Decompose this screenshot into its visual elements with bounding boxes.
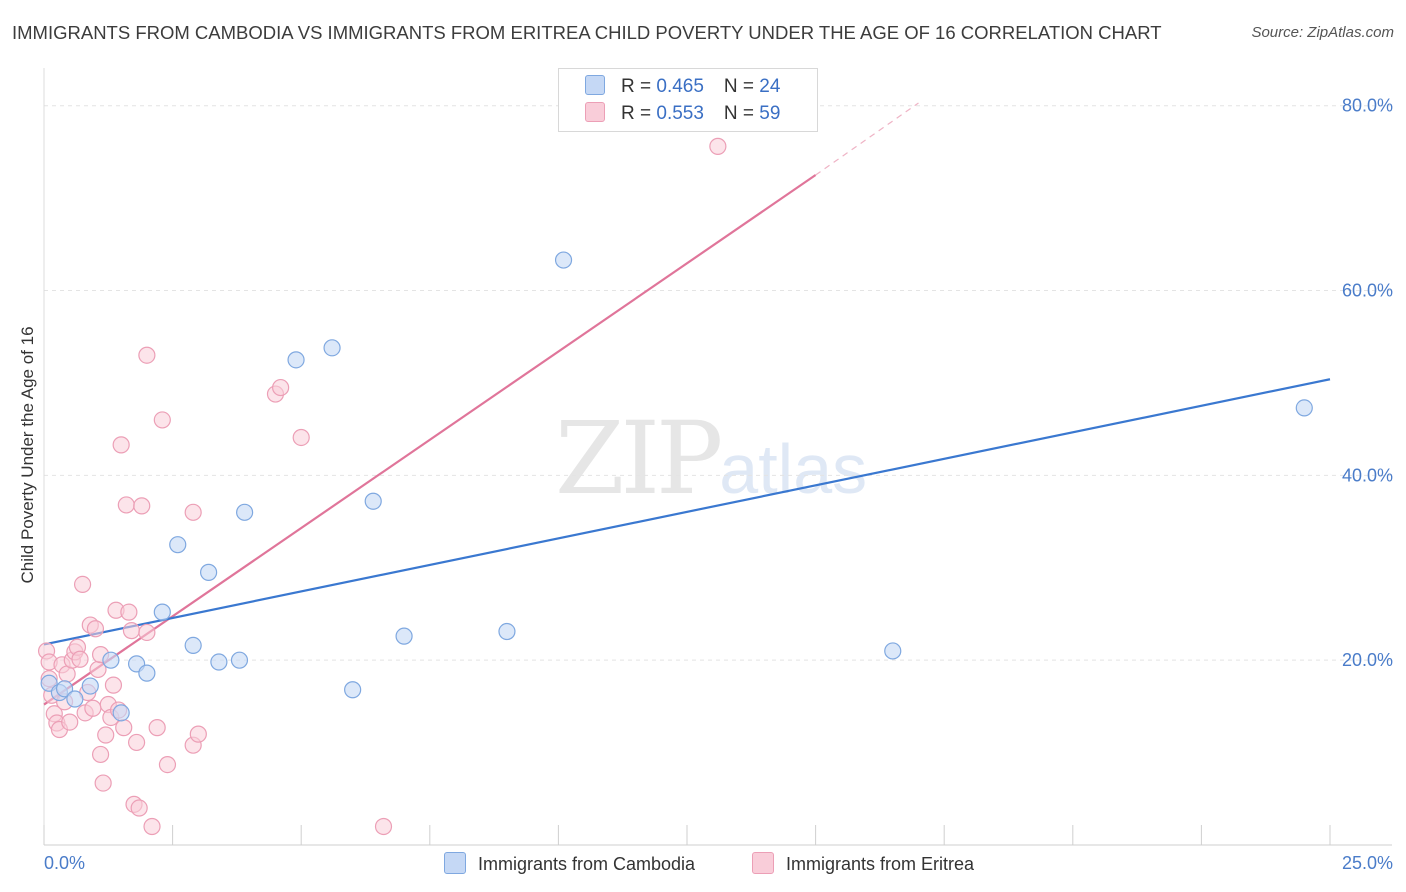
y-tick-label: 40.0% [1342,465,1393,485]
point-cambodia [66,690,84,708]
point-eritrea [143,817,161,836]
point-eritrea [138,346,156,364]
trend-line-cambodia [43,378,1331,646]
point-eritrea [148,719,166,737]
point-cambodia [1295,399,1313,417]
point-cambodia [55,680,74,698]
point-cambodia [344,681,362,699]
point-eritrea [184,503,202,521]
point-cambodia [884,642,902,660]
point-eritrea [189,725,207,743]
point-cambodia [364,492,382,510]
bottom-legend-cambodia: Immigrants from Cambodia [444,852,695,875]
legend-n-label: N = [723,76,760,97]
chart-title: IMMIGRANTS FROM CAMBODIA VS IMMIGRANTS F… [12,22,1162,43]
point-cambodia [210,653,228,671]
point-cambodia [200,563,218,581]
point-cambodia [287,351,305,369]
source-credit: Source: ZipAtlas.com [1251,24,1394,41]
stats-legend: R = 0.465 N = 24 R = 0.553 N = 59 [558,68,818,132]
point-eritrea [61,713,79,731]
axes [43,68,1392,846]
point-eritrea [133,497,151,515]
tick-labels: 20.0% 40.0% 60.0% 80.0% 0.0% 25.0% [44,96,1393,873]
point-eritrea [127,733,146,752]
legend-n-value: 24 [759,76,781,97]
point-cambodia [323,339,341,357]
legend-row-eritrea: R = 0.553 N = 59 [585,102,780,126]
point-eritrea [130,799,148,817]
point-cambodia [169,536,187,554]
point-eritrea [120,603,138,621]
point-eritrea [115,719,133,737]
y-tick-label: 60.0% [1342,281,1393,301]
trend-line-eritrea [43,174,817,706]
bottom-legend-label-cambodia: Immigrants from Cambodia [478,854,696,874]
point-cambodia [236,503,254,521]
point-eritrea [117,496,135,514]
point-cambodia [554,251,573,269]
point-cambodia [184,636,202,654]
watermark-atlas: atlas [719,430,868,508]
point-eritrea [71,650,89,668]
point-eritrea [94,774,112,792]
bottom-legend-swatch-cambodia [444,852,466,874]
point-eritrea [84,699,102,717]
legend-r-value: 0.553 [656,103,704,124]
point-eritrea [292,428,310,447]
point-eritrea [272,378,290,397]
y-tick-label: 20.0% [1342,650,1393,670]
legend-n-label: N = [723,103,760,124]
bottom-legend-label-eritrea: Immigrants from Eritrea [786,854,975,874]
point-eritrea [122,622,141,640]
point-cambodia [395,627,413,645]
trend-line-eritrea-extension [815,102,919,176]
x-tick-label: 25.0% [1342,853,1393,873]
bottom-legend-swatch-eritrea [752,852,774,874]
point-cambodia [498,622,516,641]
data-points [37,137,1313,836]
trend-lines [43,102,1331,706]
legend-swatch-eritrea [585,102,605,122]
legend-r-value: 0.465 [656,76,704,97]
point-cambodia [230,651,249,669]
point-eritrea [86,620,105,638]
point-eritrea [138,623,156,642]
point-cambodia [112,704,130,722]
point-eritrea [91,745,110,764]
point-eritrea [73,575,92,594]
point-cambodia [102,651,120,669]
point-cambodia [138,664,156,682]
watermark-zip: ZIP [555,400,723,517]
legend-n-value: 59 [759,103,781,124]
point-eritrea [374,817,393,836]
grid-lines [44,105,1392,661]
legend-swatch-cambodia [585,75,605,95]
point-eritrea [709,137,727,155]
x-tick-label: 0.0% [44,853,85,873]
point-eritrea [153,411,171,429]
point-eritrea [158,756,177,774]
point-eritrea [97,726,115,744]
legend-r-label: R = [621,103,657,124]
point-cambodia [81,677,99,695]
point-eritrea [104,676,123,694]
point-eritrea [112,436,130,454]
watermark: ZIPatlas [555,400,867,517]
y-tick-label: 80.0% [1342,96,1393,116]
point-cambodia [153,603,171,621]
legend-r-label: R = [621,76,657,97]
bottom-legend-eritrea: Immigrants from Eritrea [752,852,974,875]
legend-row-cambodia: R = 0.465 N = 24 [585,75,780,99]
